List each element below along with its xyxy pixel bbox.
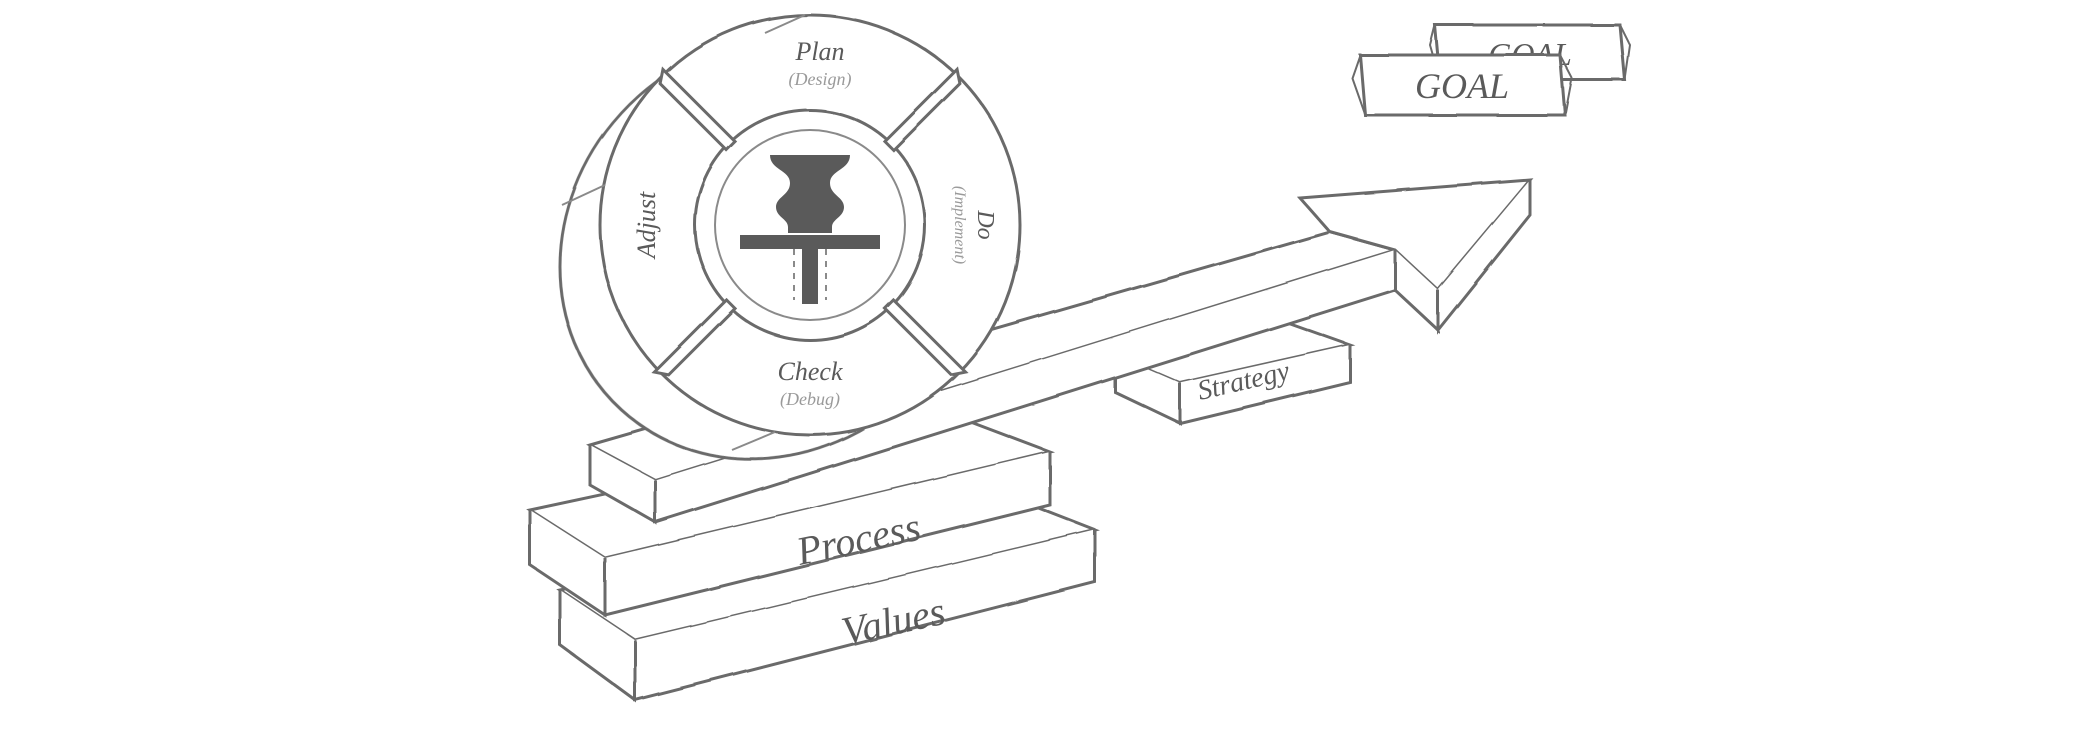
wheel-top-label: Plan	[794, 37, 844, 66]
wheel-bottom-label: Check	[778, 357, 843, 386]
wheel-bottom-sub: (Debug)	[780, 389, 840, 410]
wheel-right-label: Do	[972, 209, 998, 239]
wheel-top-sub: (Design)	[789, 69, 852, 90]
wheel-left-label: Adjust	[632, 191, 661, 260]
wheel-right-sub: (Implement)	[951, 186, 968, 264]
pdca-diagram: GOAL GOAL Values Process Strategy	[0, 0, 2100, 740]
goal-front-label: GOAL	[1415, 66, 1509, 106]
